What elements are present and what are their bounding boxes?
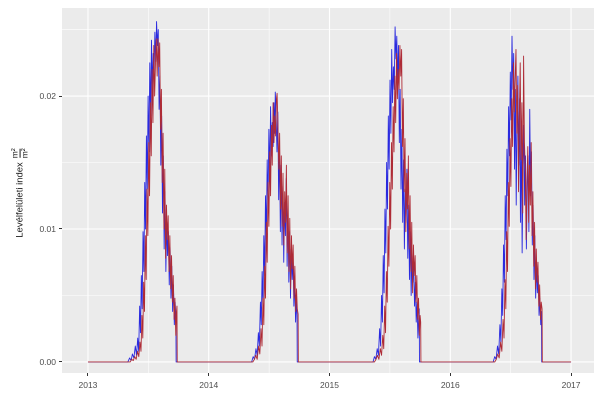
y-axis-title-fraction: m² m²: [9, 148, 30, 159]
x-axis-tick: [208, 373, 210, 376]
fraction-numerator: m²: [9, 148, 20, 159]
x-tick-label: 2016: [440, 380, 460, 390]
x-tick-label: 2015: [320, 380, 339, 390]
x-tick-label: 2013: [78, 380, 98, 390]
fraction-denominator: m²: [19, 148, 30, 159]
x-axis-tick: [329, 373, 330, 376]
x-axis-tick: [570, 373, 572, 376]
x-axis-tick: [87, 373, 89, 376]
y-axis-tick: [59, 228, 62, 230]
y-tick-label: 0.02: [39, 91, 56, 102]
x-axis-tick: [449, 373, 451, 376]
y-tick-label: 0.00: [39, 356, 56, 367]
y-tick-label: 0.01: [39, 223, 56, 234]
y-axis-tick: [59, 95, 62, 97]
lai-series-red: [87, 38, 572, 363]
x-tick-label: 2014: [199, 380, 219, 390]
plot-panel: [62, 8, 594, 373]
y-axis-title-text: Levélfelületi index: [14, 162, 26, 238]
y-axis-tick: [59, 361, 62, 363]
y-axis-title: Levélfelületi index m² m²: [9, 148, 30, 238]
x-tick-label: 2017: [561, 380, 581, 390]
